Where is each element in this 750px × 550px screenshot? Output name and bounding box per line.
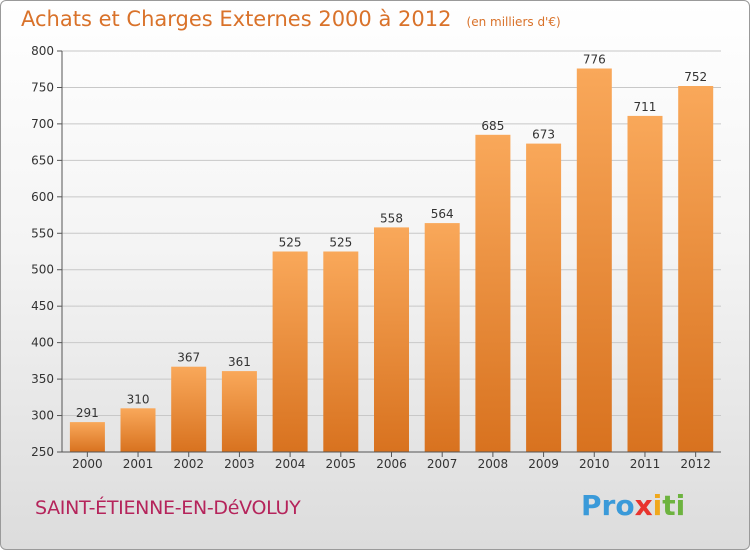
x-tick-label-2007: 2007 (427, 457, 458, 471)
data-label-2002: 367 (177, 351, 200, 365)
bar-2006 (374, 227, 409, 452)
x-tick-label-2011: 2011 (630, 457, 661, 471)
data-label-2012: 752 (684, 70, 707, 84)
data-label-2006: 558 (380, 211, 403, 225)
data-label-2004: 525 (279, 236, 302, 250)
x-tick-label-2012: 2012 (680, 457, 711, 471)
data-label-2011: 711 (634, 100, 657, 114)
bar-2005 (323, 251, 359, 452)
x-tick-label-2010: 2010 (579, 457, 610, 471)
data-label-2007: 564 (431, 207, 454, 221)
bar-2008 (475, 134, 511, 453)
y-tick-label: 800 (31, 44, 54, 58)
y-tick-label: 400 (31, 336, 54, 350)
data-label-2000: 291 (76, 406, 99, 420)
title-row: Achats et Charges Externes 2000 à 2012 (… (21, 7, 561, 31)
bar-2002 (171, 366, 207, 452)
x-tick-label-2009: 2009 (528, 457, 559, 471)
x-tick-label-2006: 2006 (376, 457, 407, 471)
logo-part-3: i (652, 489, 663, 522)
y-tick-label: 700 (31, 117, 54, 131)
data-label-2003: 361 (228, 355, 251, 369)
data-label-2005: 525 (329, 236, 352, 250)
y-tick-label: 300 (31, 409, 54, 423)
x-tick-label-2000: 2000 (72, 457, 103, 471)
bar-2010 (576, 68, 612, 452)
data-label-2008: 685 (481, 119, 504, 133)
place-name: SAINT-ÉTIENNE-EN-DéVOLUY (35, 497, 301, 519)
y-tick-label: 250 (31, 445, 54, 459)
y-tick-label: 750 (31, 80, 54, 94)
bar-2007 (424, 223, 460, 452)
y-tick-label: 600 (31, 190, 54, 204)
logo-part-4: ti (662, 489, 686, 522)
y-tick-label: 450 (31, 299, 54, 313)
data-label-2009: 673 (532, 128, 555, 142)
data-label-2010: 776 (583, 52, 606, 66)
axes: 250 300 350 400 450 500 550 600 650 700 750 800 2000… (31, 44, 721, 471)
x-tick-label-2008: 2008 (478, 457, 509, 471)
x-tick-label-2003: 2003 (224, 457, 255, 471)
x-tick-label-2001: 2001 (123, 457, 154, 471)
bar-2004 (272, 251, 308, 452)
bar-2001 (120, 408, 156, 452)
chart-title: Achats et Charges Externes 2000 à 2012 (21, 7, 452, 31)
x-tick-label-2004: 2004 (275, 457, 306, 471)
bar-2003 (221, 371, 257, 452)
y-tick-label: 650 (31, 153, 54, 167)
chart-subtitle: (en milliers d'€) (466, 15, 561, 29)
y-tick-label: 550 (31, 226, 54, 240)
y-tick-label: 350 (31, 372, 54, 386)
data-label-2001: 310 (127, 392, 150, 406)
logo-part-2: x (634, 489, 653, 522)
y-tick-label: 500 (31, 263, 54, 277)
logo-part-1: Pro (581, 489, 635, 522)
bar-2012 (678, 86, 714, 452)
x-tick-label-2005: 2005 (326, 457, 357, 471)
bar-2009 (526, 143, 562, 452)
bar-2000 (69, 422, 105, 452)
proxiti-logo[interactable]: Proxiti (581, 489, 685, 522)
x-tick-label-2002: 2002 (173, 457, 204, 471)
bar-2011 (627, 115, 663, 453)
bars: 291 310 367 361 525 525 558 564 685 673 776 711 752 (69, 52, 714, 453)
